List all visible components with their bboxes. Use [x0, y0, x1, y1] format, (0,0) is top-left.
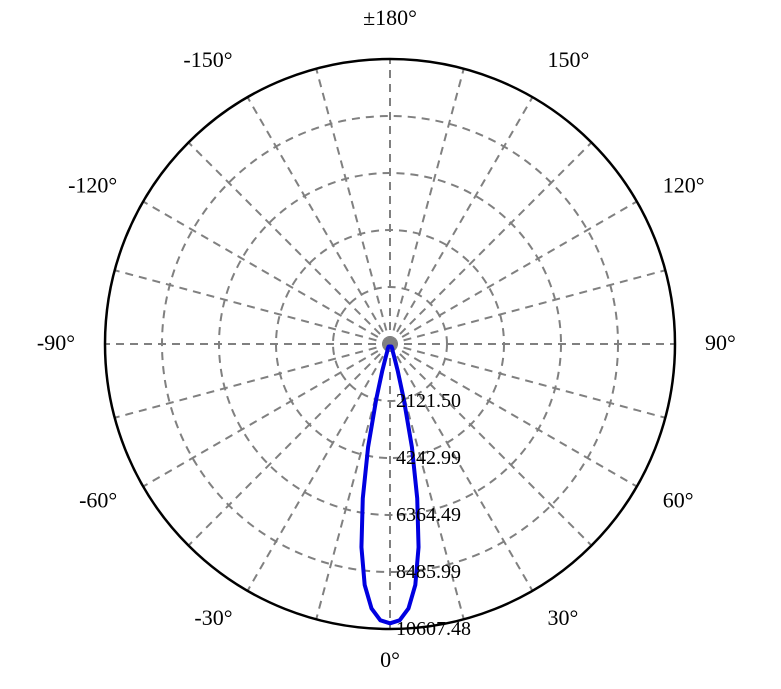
grid-spoke: [188, 142, 390, 344]
angle-label: -90°: [37, 330, 75, 355]
grid-spoke: [188, 344, 390, 546]
radial-tick-label: 8485.99: [396, 561, 461, 583]
angle-label: -60°: [79, 488, 117, 513]
grid-spoke: [115, 344, 390, 418]
angle-label: ±180°: [363, 5, 417, 30]
angle-label: -150°: [183, 47, 232, 72]
angle-label: 30°: [548, 605, 579, 630]
radial-tick-label: 2121.50: [396, 390, 461, 412]
angle-label: 90°: [705, 330, 736, 355]
radial-tick-label: 4242.99: [396, 447, 461, 469]
radial-tick-label: 10607.48: [396, 618, 471, 640]
grid-spoke: [390, 97, 533, 344]
grid-spoke: [390, 202, 637, 345]
grid-spoke: [390, 270, 665, 344]
angle-label: 120°: [663, 173, 705, 198]
angle-label: -30°: [194, 605, 232, 630]
angle-label: 150°: [548, 47, 590, 72]
grid-spoke: [143, 344, 390, 487]
grid-spoke: [248, 344, 391, 591]
radial-tick-label: 6364.49: [396, 504, 461, 526]
angle-label: 60°: [663, 488, 694, 513]
grid-spoke: [390, 69, 464, 344]
polar-chart: 2121.50 4242.99 6364.49 8485.99 10607.48 0° 30…: [0, 0, 781, 689]
grid-spoke: [248, 97, 391, 344]
angle-label: 0°: [380, 647, 400, 672]
grid-spoke: [390, 142, 592, 344]
grid-spoke: [115, 270, 390, 344]
angle-label: -120°: [68, 173, 117, 198]
grid-spoke: [143, 202, 390, 345]
grid-spoke: [316, 69, 390, 344]
